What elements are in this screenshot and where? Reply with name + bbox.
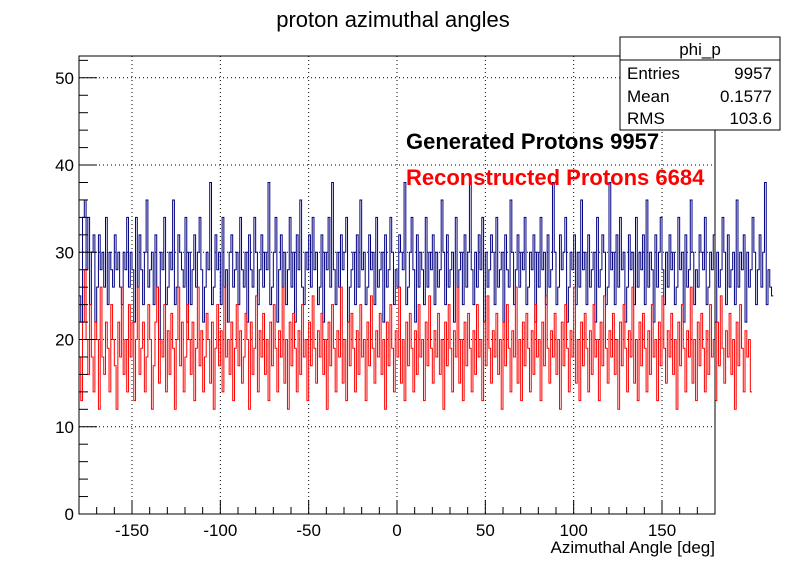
stats-entries-label: Entries (627, 64, 680, 83)
annotation-generated: Generated Protons 9957 (406, 129, 659, 154)
x-tick-label--100: -100 (203, 521, 237, 540)
stats-box-name: phi_p (679, 40, 721, 59)
stats-rms-label: RMS (627, 109, 665, 128)
x-tick-label-0: 0 (392, 521, 401, 540)
stats-box: phi_p Entries 9957 Mean 0.1577 RMS 103.6 (619, 36, 781, 131)
y-tick-label-0: 0 (65, 505, 74, 524)
y-tick-label-30: 30 (55, 243, 74, 262)
x-tick-label-50: 50 (476, 521, 495, 540)
annotation-reconstructed: Reconstructed Protons 6684 (406, 165, 705, 190)
y-tick-label-50: 50 (55, 69, 74, 88)
y-tick-label-20: 20 (55, 331, 74, 350)
stats-entries-value: 9957 (734, 64, 772, 83)
series-reconstructed-line (79, 269, 753, 410)
x-tick-label-100: 100 (559, 521, 587, 540)
y-tick-label-40: 40 (55, 156, 74, 175)
stats-mean-label: Mean (627, 87, 670, 106)
series-generated-line (79, 182, 774, 341)
x-tick-label--50: -50 (296, 521, 321, 540)
stats-mean-value: 0.1577 (720, 87, 772, 106)
y-tick-label-10: 10 (55, 418, 74, 437)
stats-rms-value: 103.6 (729, 109, 772, 128)
chart-title: proton azimuthal angles (276, 7, 510, 32)
x-tick-label--150: -150 (115, 521, 149, 540)
x-tick-label-150: 150 (648, 521, 676, 540)
x-axis-title: Azimuthal Angle [deg] (551, 538, 715, 557)
stats-box-frame (619, 36, 781, 131)
